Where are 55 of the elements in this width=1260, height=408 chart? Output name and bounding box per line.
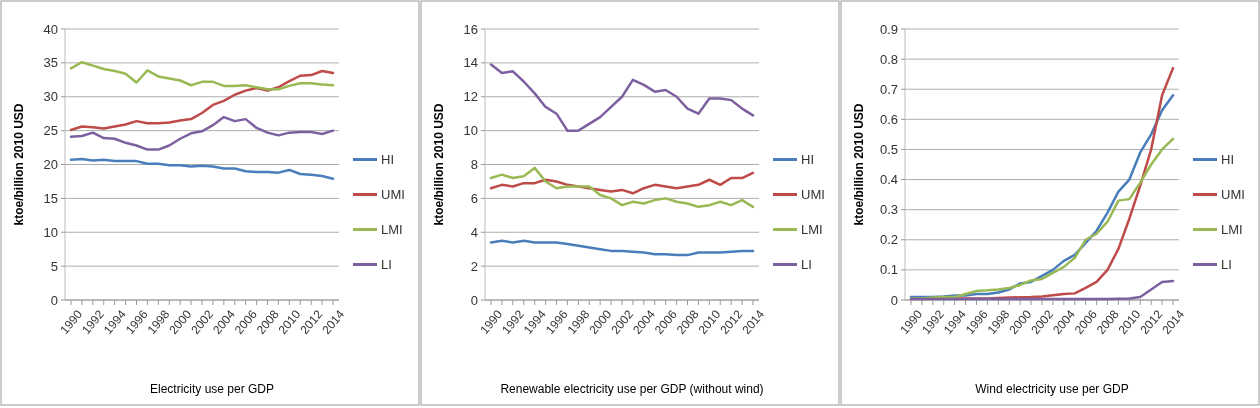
legend-label: LMI [381, 222, 403, 238]
y-tick-label: 0 [50, 292, 58, 308]
line-series [489, 239, 755, 257]
legend-label: LMI [1221, 222, 1243, 238]
y-tick-label: 0.4 [879, 172, 898, 188]
y-tick-label: 30 [43, 89, 58, 105]
line-series [489, 166, 755, 209]
y-tick-label: 0.2 [879, 232, 898, 248]
y-tick-label: 35 [43, 55, 58, 71]
line-series [909, 137, 1175, 300]
y-tick-label: 0.1 [879, 262, 898, 278]
line-series [909, 279, 1175, 301]
y-tick-label: 40 [43, 21, 58, 37]
y-tick-label: 15 [43, 190, 58, 206]
legend-label: LI [1221, 257, 1232, 273]
legend-label: UMI [801, 187, 825, 203]
y-tick-label: 12 [463, 89, 478, 105]
y-tick-label: 0.3 [879, 202, 898, 218]
y-tick-label: 5 [50, 258, 58, 274]
legend-label: LI [381, 257, 392, 273]
y-tick-label: 0 [470, 292, 478, 308]
x-axis-title: Wind electricity use per GDP [975, 382, 1129, 396]
line-series [69, 60, 335, 91]
legend-label: HI [801, 152, 814, 168]
y-tick-label: 0.7 [879, 81, 898, 97]
y-tick-label: 2 [470, 258, 478, 274]
y-tick-label: 0.9 [879, 21, 898, 37]
y-axis-title: ktoe/billion 2010 USD [432, 103, 446, 226]
y-tick-label: 0.8 [879, 51, 898, 67]
y-axis-title: ktoe/billion 2010 USD [852, 103, 866, 226]
legend-label: UMI [1221, 187, 1245, 203]
line-series [69, 69, 335, 132]
y-axis-title: ktoe/billion 2010 USD [12, 103, 26, 226]
y-tick-label: 0.6 [879, 111, 898, 127]
y-tick-label: 20 [43, 157, 58, 173]
legend-label: UMI [381, 187, 405, 203]
line-series [489, 63, 755, 132]
y-tick-label: 0.5 [879, 141, 898, 157]
legend-label: LI [801, 257, 812, 273]
y-tick-label: 4 [470, 224, 478, 240]
y-tick-label: 8 [470, 157, 478, 173]
y-tick-label: 10 [463, 123, 478, 139]
x-axis-title: Renewable electricity use per GDP (without wind) [500, 382, 764, 396]
line-series [69, 115, 335, 151]
legend-label: LMI [801, 222, 823, 238]
y-tick-label: 16 [463, 21, 478, 37]
y-tick-label: 10 [43, 224, 58, 240]
y-tick-label: 25 [43, 123, 58, 139]
y-tick-label: 0 [890, 292, 898, 308]
x-axis-title: Electricity use per GDP [149, 382, 275, 396]
y-tick-label: 14 [463, 55, 478, 71]
y-tick-label: 6 [470, 190, 478, 206]
legend-label: HI [1221, 152, 1234, 168]
line-series [69, 157, 335, 180]
legend-label: HI [381, 152, 394, 168]
